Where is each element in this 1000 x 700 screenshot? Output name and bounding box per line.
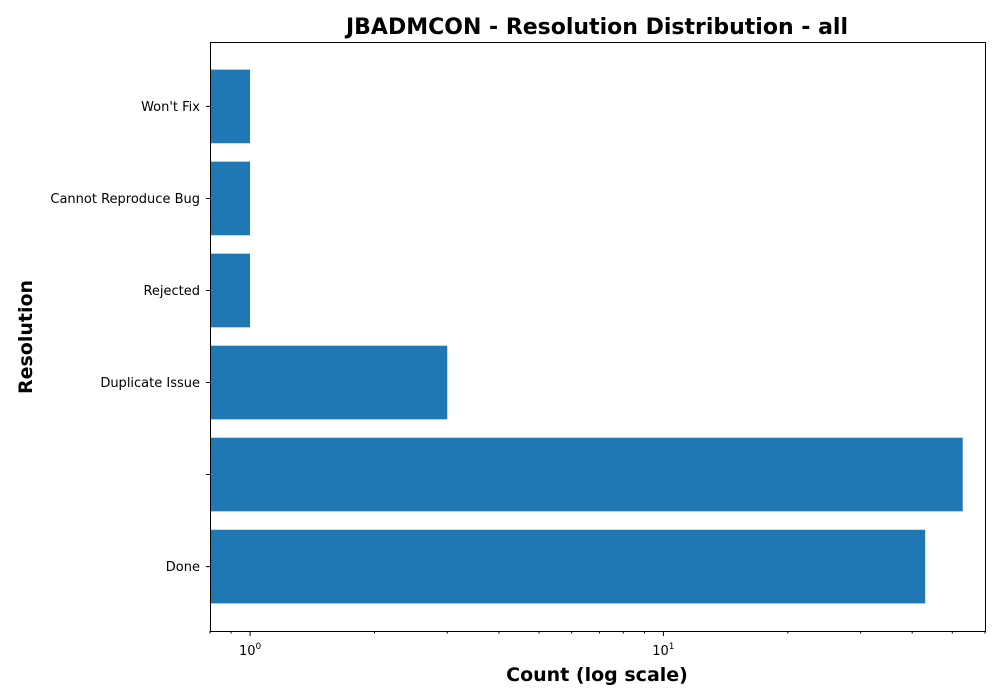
bar-done: [210, 529, 926, 604]
bar-duplicate-issue: [210, 345, 448, 420]
chart-title: JBADMCON - Resolution Distribution - all: [344, 15, 848, 40]
y-axis-label: Resolution: [15, 280, 37, 394]
x-tick-label: 100: [239, 642, 262, 659]
y-tick-label: Done: [166, 560, 200, 575]
plot-frame: [210, 42, 986, 632]
y-tick-label: Won't Fix: [141, 100, 200, 115]
y-tick-label: Cannot Reproduce Bug: [50, 192, 200, 207]
x-tick-label: 101: [652, 642, 674, 659]
bar-blank: [210, 437, 963, 512]
bar-won-t-fix: [210, 69, 251, 144]
bar-rejected: [210, 253, 251, 328]
x-axis-ticks: 100 101: [209, 631, 986, 659]
bar-cannot-reproduce-bug: [210, 161, 251, 236]
x-axis-label: Count (log scale): [506, 664, 688, 686]
bars-group: [210, 69, 963, 604]
y-tick-label: Duplicate Issue: [100, 376, 200, 391]
y-tick-label: Rejected: [143, 284, 200, 299]
y-axis-ticks: Done Duplicate Issue Rejected Cannot Reprod…: [50, 100, 210, 575]
